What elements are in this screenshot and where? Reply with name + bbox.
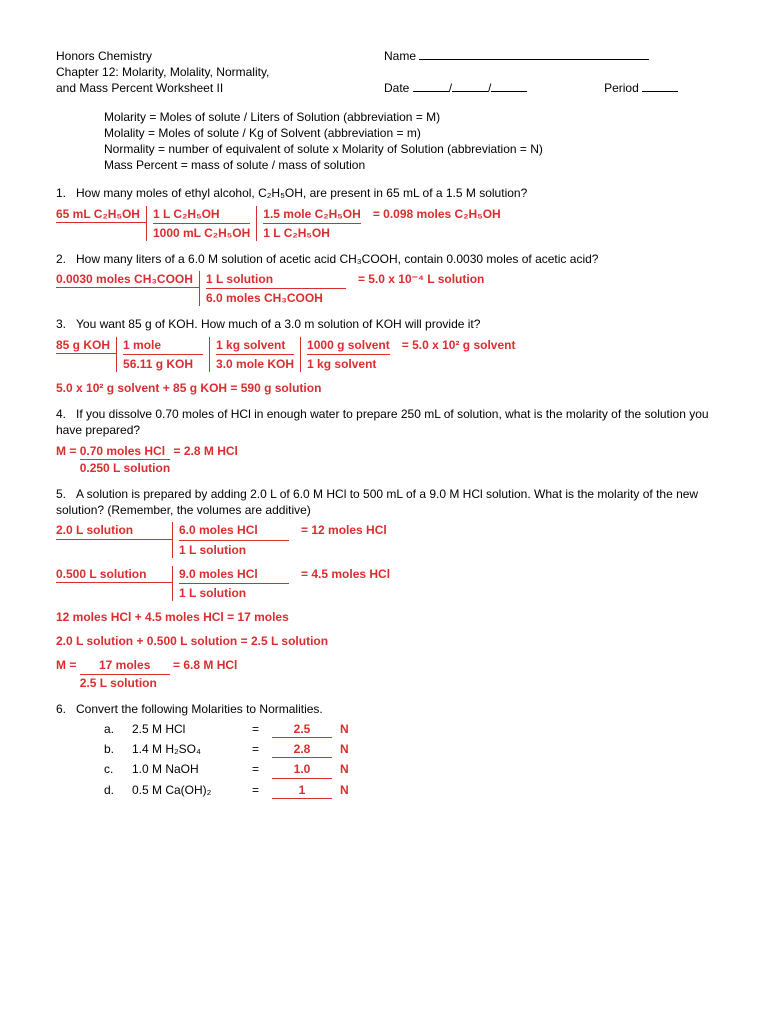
solution-5c: 12 moles HCl + 4.5 moles HCl = 17 moles: [56, 609, 712, 625]
solution-3b: 5.0 x 10² g solvent + 85 g KOH = 590 g s…: [56, 380, 712, 396]
solution-5d: 2.0 L solution + 0.500 L solution = 2.5 …: [56, 633, 712, 649]
solution-3: 85 g KOH1 mole56.11 g KOH1 kg solvent3.0…: [56, 337, 712, 372]
question-4: 4.If you dissolve 0.70 moles of HCl in e…: [56, 406, 712, 438]
conv-row: a. 2.5 M HCl = 2.5 N: [104, 721, 712, 738]
def-normality: Normality = number of equivalent of solu…: [104, 141, 712, 157]
name-field: Name: [384, 48, 712, 64]
question-6: 6.Convert the following Molarities to No…: [56, 701, 712, 717]
solution-1: 65 mL C₂H₅OH1 L C₂H₅OH1000 mL C₂H₅OH1.5 …: [56, 206, 712, 241]
question-2: 2.How many liters of a 6.0 M solution of…: [56, 251, 712, 267]
solution-5b: 0.500 L solution9.0 moles HCl1 L solutio…: [56, 566, 712, 601]
def-molality: Molality = Moles of solute / Kg of Solve…: [104, 125, 712, 141]
def-molarity: Molarity = Moles of solute / Liters of S…: [104, 109, 712, 125]
def-masspercent: Mass Percent = mass of solute / mass of …: [104, 157, 712, 173]
question-5: 5.A solution is prepared by adding 2.0 L…: [56, 486, 712, 518]
chapter-title: Chapter 12: Molarity, Molality, Normalit…: [56, 64, 712, 80]
conv-row: b. 1.4 M H₂SO₄ = 2.8 N: [104, 741, 712, 758]
conv-row: d. 0.5 M Ca(OH)₂ = 1 N: [104, 782, 712, 799]
conversion-table: a. 2.5 M HCl = 2.5 N b. 1.4 M H₂SO₄ = 2.…: [104, 721, 712, 799]
date-period: Date // Period: [384, 80, 712, 96]
solution-5e: M = 17 moles 2.5 L solution = 6.8 M HCl: [56, 657, 712, 690]
conv-row: c. 1.0 M NaOH = 1.0 N: [104, 761, 712, 778]
solution-2: 0.0030 moles CH₃COOH1 L solution6.0 mole…: [56, 271, 712, 306]
worksheet-subtitle: and Mass Percent Worksheet II: [56, 80, 384, 96]
question-1: 1.How many moles of ethyl alcohol, C₂H₅O…: [56, 185, 712, 201]
worksheet-header: Honors Chemistry Name Chapter 12: Molari…: [56, 48, 712, 97]
solution-5a: 2.0 L solution6.0 moles HCl1 L solution=…: [56, 522, 712, 557]
solution-4: M = 0.70 moles HCl 0.250 L solution = 2.…: [56, 443, 712, 476]
course-title: Honors Chemistry: [56, 48, 384, 64]
question-3: 3.You want 85 g of KOH. How much of a 3.…: [56, 316, 712, 332]
definitions-block: Molarity = Moles of solute / Liters of S…: [104, 109, 712, 174]
